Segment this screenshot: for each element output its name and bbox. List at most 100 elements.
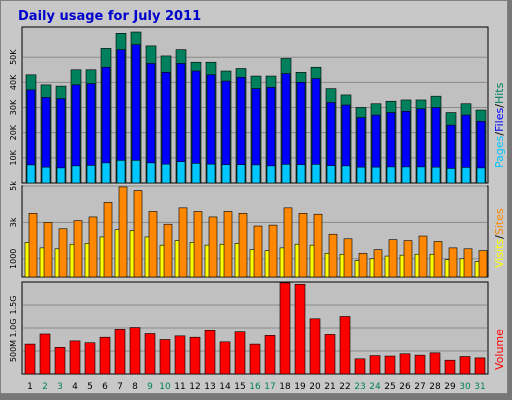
volume-y-tick-label: 1.5G xyxy=(9,296,18,315)
pages-bar xyxy=(386,166,396,184)
day-label: 29 xyxy=(444,382,456,392)
pages-bar xyxy=(176,161,186,184)
day-label: 15 xyxy=(234,382,245,392)
volume-bar xyxy=(144,333,156,375)
day-label: 2 xyxy=(42,382,48,392)
pages-bar xyxy=(191,163,201,184)
sites-bar xyxy=(478,250,488,278)
day-label: 5 xyxy=(87,382,93,392)
volume-bar xyxy=(234,331,246,375)
hits-y-tick-label: 50K xyxy=(9,49,18,65)
sites-bar xyxy=(433,241,443,278)
sites-bar xyxy=(313,213,323,278)
day-label: 7 xyxy=(117,382,123,392)
volume-bar xyxy=(204,329,216,375)
sites-bar xyxy=(103,202,113,278)
hits-panel-legend: Pages/Files/Hits xyxy=(493,82,506,168)
day-label: 21 xyxy=(324,382,335,392)
volume-bar xyxy=(84,342,96,375)
volume-bar xyxy=(219,341,231,375)
pages-bar xyxy=(401,166,411,184)
day-label: 14 xyxy=(219,382,231,392)
volume-y-tick-label: 1.0G xyxy=(9,319,18,338)
pages-bar xyxy=(131,160,141,184)
sites-bar xyxy=(88,216,98,278)
pages-bar xyxy=(326,165,336,184)
chart-title: Daily usage for July 2011 xyxy=(18,9,201,24)
day-label: 4 xyxy=(72,382,78,392)
day-label: 16 xyxy=(249,382,261,392)
legend-visits: Visits xyxy=(493,239,506,268)
day-label: 10 xyxy=(159,382,171,392)
pages-bar xyxy=(41,166,51,184)
sites-bar xyxy=(358,253,368,278)
day-label: 24 xyxy=(369,382,381,392)
visits-y-tick-label: 3k xyxy=(9,217,18,227)
day-label: 12 xyxy=(189,382,200,392)
pages-bar xyxy=(71,165,81,184)
volume-bar xyxy=(309,318,321,375)
sites-bar xyxy=(388,239,398,278)
pages-bar xyxy=(26,164,36,184)
pages-bar xyxy=(266,165,276,184)
pages-bar xyxy=(146,162,156,184)
volume-bar xyxy=(99,336,111,375)
day-label: 6 xyxy=(102,382,108,392)
day-label: 20 xyxy=(309,382,321,392)
day-label: 25 xyxy=(384,382,395,392)
bars xyxy=(24,31,488,375)
sites-bar xyxy=(373,249,383,278)
sites-bar xyxy=(28,213,38,278)
hits-y-tick-label: 10K xyxy=(9,149,18,165)
pages-bar xyxy=(461,167,471,184)
pages-bar xyxy=(206,163,216,184)
day-label: 1 xyxy=(27,382,33,392)
volume-bar xyxy=(129,327,141,375)
day-label: 11 xyxy=(174,382,185,392)
volume-bar xyxy=(459,356,471,375)
volume-bar xyxy=(249,343,261,375)
sites-bar xyxy=(73,220,83,278)
sites-bar xyxy=(448,247,458,278)
sites-bar xyxy=(208,216,218,278)
day-label: 9 xyxy=(147,382,153,392)
volume-bar xyxy=(114,329,126,375)
pages-bar xyxy=(311,164,321,184)
day-label: 28 xyxy=(429,382,441,392)
volume-bar xyxy=(429,352,441,375)
pages-bar xyxy=(341,165,351,184)
sites-bar xyxy=(148,211,158,278)
volume-bar xyxy=(294,283,306,375)
volume-bar xyxy=(384,355,396,375)
volume-bar xyxy=(264,335,276,375)
day-label: 23 xyxy=(354,382,365,392)
x-day-labels: 1 2 3 4 5 6 7 8 9 10 11 12 13 14 15 16 17 18 19 20 21 22 23 24 2… xyxy=(27,382,486,392)
pages-bar xyxy=(86,165,96,184)
volume-bar xyxy=(24,343,36,375)
day-label: 8 xyxy=(132,382,138,392)
legend-files: Files xyxy=(493,107,506,131)
sites-bar xyxy=(298,213,308,278)
volume-bar xyxy=(159,339,171,375)
pages-bar xyxy=(281,164,291,184)
hits-y-tick-label: 30K xyxy=(9,99,18,115)
volume-bar xyxy=(444,359,456,375)
sites-bar xyxy=(283,207,293,278)
volume-bar xyxy=(54,347,66,375)
pages-bar xyxy=(221,164,231,184)
pages-bar xyxy=(251,164,261,184)
volume-bar xyxy=(474,357,486,375)
volume-bar xyxy=(69,340,81,375)
day-label: 3 xyxy=(57,382,63,392)
visits-y-tick-label: 5k xyxy=(9,181,18,191)
sites-bar xyxy=(118,186,128,278)
day-label: 27 xyxy=(414,382,425,392)
legend-sites: Sites xyxy=(493,208,506,235)
pages-bar xyxy=(476,167,486,184)
volume-panel-legend: Volume xyxy=(493,329,506,370)
volume-bar xyxy=(324,334,336,375)
legend-volume: Volume xyxy=(493,329,506,370)
pages-bar xyxy=(371,166,381,184)
hits-y-tick-label: 20K xyxy=(9,124,18,140)
pages-bar xyxy=(431,166,441,184)
